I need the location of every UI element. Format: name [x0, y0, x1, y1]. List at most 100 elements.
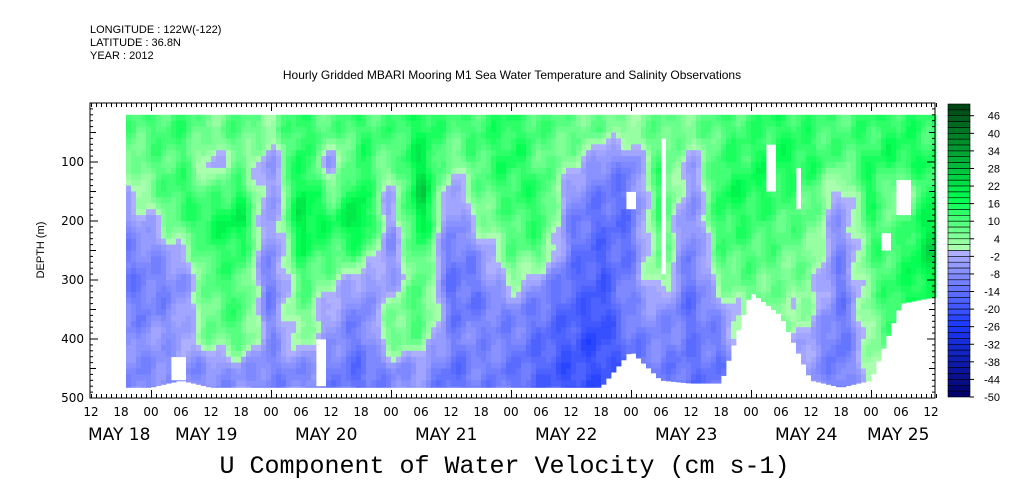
heatmap-cell — [656, 244, 662, 251]
heatmap-cell — [396, 179, 402, 186]
heatmap-cell — [156, 309, 162, 316]
heatmap-cell — [576, 191, 582, 198]
heatmap-cell — [376, 221, 382, 228]
heatmap-cell — [506, 250, 512, 257]
heatmap-cell — [196, 280, 202, 287]
heatmap-cell — [451, 350, 457, 358]
heatmap-cell — [456, 274, 462, 281]
heatmap-cell — [151, 339, 157, 346]
heatmap-cell — [506, 126, 512, 133]
heatmap-cell — [656, 144, 662, 151]
heatmap-cell — [666, 162, 672, 169]
heatmap-cell — [411, 274, 417, 281]
heatmap-cell — [381, 362, 387, 369]
heatmap-cell — [441, 197, 447, 204]
heatmap-cell — [181, 350, 187, 358]
heatmap-cell — [216, 215, 222, 222]
heatmap-cell — [226, 185, 232, 192]
heatmap-cell — [471, 333, 477, 340]
heatmap-cell — [221, 368, 227, 375]
heatmap-cell — [591, 291, 597, 299]
heatmap-cell — [401, 285, 407, 293]
heatmap-cell — [276, 268, 282, 275]
heatmap-cell — [666, 191, 672, 198]
heatmap-cell — [546, 156, 552, 163]
heatmap-cell — [331, 167, 337, 175]
heatmap-cell — [521, 150, 527, 157]
heatmap-cell — [221, 197, 227, 204]
heatmap-cell — [231, 191, 237, 198]
heatmap-cell — [651, 197, 657, 204]
heatmap-cell — [371, 280, 377, 287]
heatmap-cell — [486, 291, 492, 299]
heatmap-cell — [441, 226, 447, 234]
heatmap-cell — [391, 215, 397, 222]
heatmap-cell — [401, 132, 407, 139]
heatmap-cell — [321, 226, 327, 234]
heatmap-cell — [476, 226, 482, 234]
heatmap-cell — [286, 150, 292, 157]
heatmap-cell — [351, 120, 357, 127]
heatmap-cell — [161, 167, 167, 175]
heatmap-cell — [616, 197, 622, 204]
heatmap-cell — [396, 280, 402, 287]
heatmap-cell — [176, 339, 182, 346]
heatmap-cell — [126, 280, 132, 287]
heatmap-cell — [296, 138, 302, 145]
heatmap-cell — [451, 138, 457, 145]
heatmap-cell — [256, 185, 262, 192]
heatmap-cell — [461, 244, 467, 251]
heatmap-cell — [606, 356, 612, 363]
heatmap-cell — [591, 250, 597, 257]
heatmap-cell — [291, 114, 297, 122]
heatmap-cell — [341, 185, 347, 192]
heatmap-cell — [566, 221, 572, 228]
heatmap-cell — [606, 138, 612, 145]
heatmap-cell — [436, 285, 442, 293]
heatmap-cell — [126, 380, 132, 387]
heatmap-cell — [301, 256, 307, 263]
heatmap-cell — [466, 221, 472, 228]
heatmap-cell — [201, 315, 207, 322]
heatmap-cell — [441, 232, 447, 240]
heatmap-cell — [416, 315, 422, 322]
heatmap-cell — [231, 185, 237, 192]
heatmap-cell — [371, 291, 377, 299]
heatmap-cell — [206, 238, 212, 245]
heatmap-cell — [181, 156, 187, 163]
heatmap-cell — [261, 380, 267, 387]
heatmap-cell — [296, 291, 302, 299]
heatmap-cell — [621, 120, 627, 127]
heatmap-cell — [326, 132, 332, 139]
heatmap-cell — [476, 309, 482, 316]
heatmap-cell — [486, 179, 492, 186]
heatmap-cell — [161, 150, 167, 157]
heatmap-cell — [431, 268, 437, 275]
heatmap-cell — [546, 368, 552, 375]
heatmap-cell — [301, 244, 307, 251]
heatmap-cell — [276, 303, 282, 310]
heatmap-cell — [451, 167, 457, 175]
heatmap-cell — [241, 262, 247, 269]
heatmap-cell — [436, 144, 442, 151]
heatmap-cell — [441, 156, 447, 163]
heatmap-cell — [276, 120, 282, 127]
heatmap-cell — [211, 173, 217, 181]
heatmap-cell — [226, 132, 232, 139]
heatmap-cell — [371, 268, 377, 275]
heatmap-cell — [346, 280, 352, 287]
heatmap-cell — [186, 191, 192, 198]
heatmap-cell — [246, 226, 252, 234]
heatmap-cell — [626, 256, 632, 263]
heatmap-cell — [246, 297, 252, 304]
heatmap-cell — [126, 362, 132, 369]
heatmap-cell — [606, 262, 612, 269]
heatmap-cell — [211, 262, 217, 269]
heatmap-cell — [341, 132, 347, 139]
heatmap-cell — [626, 156, 632, 163]
heatmap-cell — [611, 350, 617, 358]
heatmap-cell — [151, 297, 157, 304]
year-label: YEAR : 2012 — [90, 50, 154, 62]
heatmap-cell — [476, 297, 482, 304]
heatmap-cell — [451, 333, 457, 340]
